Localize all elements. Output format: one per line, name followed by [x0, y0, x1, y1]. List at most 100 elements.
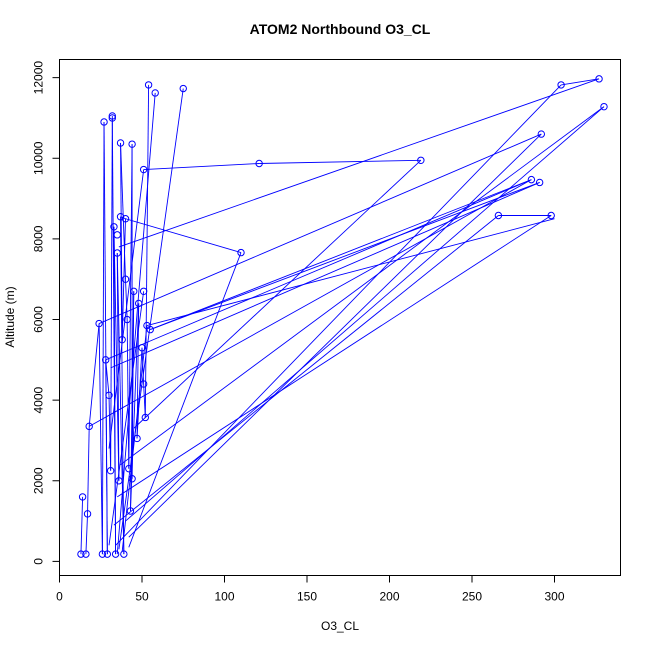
series-points [77, 75, 608, 558]
x-tick-label: 300 [544, 590, 564, 604]
series-line-segment [125, 106, 605, 522]
series-line-segment [116, 92, 156, 555]
data-point [179, 84, 187, 93]
data-point [95, 319, 103, 328]
data-point [116, 213, 125, 221]
data-point [494, 211, 503, 220]
data-point [557, 81, 565, 89]
series-line-segment [118, 88, 184, 550]
series-line-segment [150, 179, 532, 331]
data-point [113, 231, 121, 239]
data-point [133, 434, 141, 443]
series-line-segment [120, 142, 123, 340]
data-point [103, 550, 112, 558]
data-point [115, 477, 123, 485]
data-point [120, 550, 128, 558]
data-point [141, 413, 150, 422]
data-point [113, 249, 121, 257]
series-line-segment [88, 179, 532, 427]
data-point [121, 215, 130, 223]
x-tick-label: 250 [462, 590, 482, 604]
series-line-segment [120, 106, 605, 466]
series-line-segment [561, 78, 600, 86]
series-line-segment [120, 142, 126, 280]
data-point [110, 223, 118, 231]
data-point [100, 118, 108, 126]
series-line-segment [110, 182, 540, 369]
series-line-segment [259, 159, 421, 164]
series-line-segment [146, 218, 555, 326]
series-line-segment [150, 182, 540, 331]
series-line-segment [80, 496, 84, 555]
y-tick-label: 4000 [32, 386, 46, 413]
series-line-segment [120, 216, 125, 555]
x-tick-label: 150 [297, 590, 317, 604]
data-point [78, 493, 87, 501]
series-line-segment [117, 215, 552, 498]
series-line-segment [128, 144, 133, 469]
data-point [146, 325, 154, 334]
data-point [77, 550, 85, 558]
x-axis: 0 50 100 150 200 250 300 [56, 575, 565, 604]
series-line-segment [118, 78, 600, 248]
y-axis-label: Altitude (m) [3, 286, 17, 347]
data-point [237, 248, 245, 257]
series-line-segment [105, 359, 110, 396]
data-point [106, 466, 115, 475]
series-line-segment [126, 319, 130, 469]
data-point [595, 75, 603, 83]
data-point [108, 112, 117, 120]
x-axis-label: O3_CL [321, 619, 359, 633]
data-point [139, 165, 148, 174]
series-line-segment [101, 121, 105, 555]
data-point [123, 315, 131, 324]
series-line-segment [87, 426, 90, 514]
data-point [98, 550, 107, 558]
data-point [527, 175, 536, 184]
data-point [125, 464, 133, 473]
series-line-segment [116, 252, 125, 555]
series-line-segment [128, 133, 542, 538]
series-line-segment [113, 226, 120, 481]
y-axis: 0 2000 4000 6000 8000 10000 12000 [32, 61, 60, 565]
series-lines [80, 78, 605, 555]
data-point [121, 275, 130, 283]
series-line-segment [88, 323, 100, 427]
data-point [547, 211, 555, 220]
y-tick-label: 6000 [32, 306, 46, 333]
data-point [417, 156, 425, 164]
data-point [102, 356, 110, 364]
series-line-segment [121, 218, 126, 340]
data-point [128, 140, 136, 148]
data-point [128, 475, 136, 483]
series-line-segment [133, 159, 422, 429]
series-line-segment [98, 323, 103, 555]
series-line-segment [113, 215, 499, 526]
data-point [144, 81, 153, 89]
data-point [111, 550, 120, 558]
series-line-segment [108, 169, 145, 449]
x-tick-label: 100 [214, 590, 234, 604]
data-point [116, 139, 125, 147]
chart-title: ATOM2 Northbound O3_CL [250, 21, 431, 37]
data-point [118, 335, 126, 344]
series-line-segment [125, 279, 128, 320]
x-tick-label: 200 [379, 590, 399, 604]
data-point [83, 510, 92, 518]
data-point [82, 550, 90, 558]
data-point [105, 391, 113, 400]
series-line-segment [143, 163, 260, 171]
series-line-segment [116, 252, 120, 481]
data-point [139, 287, 148, 295]
series-line-segment [108, 291, 145, 546]
x-tick-label: 0 [56, 590, 63, 604]
data-point [535, 178, 544, 187]
data-point [135, 299, 143, 308]
data-point [600, 102, 608, 111]
data-point [151, 89, 159, 97]
y-tick-label: 12000 [32, 61, 46, 95]
y-tick-label: 10000 [32, 141, 46, 175]
y-tick-label: 8000 [32, 225, 46, 252]
series-line-segment [144, 84, 150, 418]
